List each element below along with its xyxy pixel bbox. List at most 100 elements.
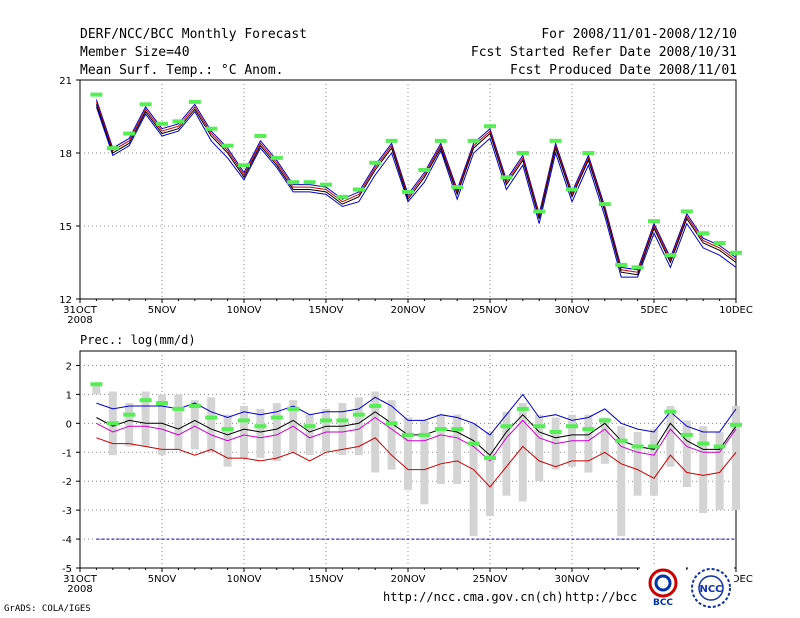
climatology-marker: [730, 422, 742, 427]
climatology-marker: [516, 406, 529, 411]
spread-bar: [190, 400, 199, 450]
spread-bar: [453, 414, 462, 485]
ncc-url[interactable]: http://ncc.cma.gov.cn(ch): [383, 590, 564, 604]
x-tick-label: 20NOV: [391, 305, 426, 316]
forecast-title: DERF/NCC/BCC Monthly Forecast: [80, 27, 307, 42]
climatology-marker: [270, 155, 283, 160]
x-tick-label: 5NOV: [148, 305, 177, 316]
spread-bar: [600, 417, 609, 464]
climatology-marker: [598, 202, 611, 207]
climatology-marker: [106, 146, 119, 151]
climatology-marker: [303, 424, 316, 429]
spread-bar: [256, 408, 265, 459]
forecast-period: For 2008/11/01-2008/12/10: [541, 27, 737, 42]
climatology-marker: [287, 180, 300, 185]
precip-panel-title: Prec.: log(mm/d): [80, 333, 196, 347]
spread-bar: [158, 394, 166, 456]
climatology-marker: [730, 250, 742, 255]
spread-bar: [92, 382, 101, 395]
climatology-marker: [123, 412, 136, 417]
bcc-url[interactable]: http://bcc.c: [565, 590, 652, 604]
climatology-marker: [664, 409, 677, 414]
climatology-marker: [385, 421, 398, 426]
climatology-marker: [664, 253, 677, 258]
x-tick-label: 31OCT: [63, 574, 98, 585]
climatology-marker: [172, 119, 185, 124]
spread-bar: [387, 400, 396, 470]
climatology-marker: [106, 421, 119, 426]
spread-bar: [141, 391, 150, 447]
spread-bar: [338, 403, 347, 456]
climatology-marker: [631, 444, 644, 449]
spread-bar: [240, 405, 248, 459]
spread-bar: [272, 403, 281, 461]
ncc-logo-icon: NCC: [688, 566, 734, 610]
climatology-marker: [484, 456, 496, 461]
climatology-marker: [631, 265, 644, 270]
spread-bar: [371, 391, 380, 473]
climatology-marker: [254, 424, 267, 429]
series-line: [95, 101, 737, 273]
spread-bar: [666, 405, 675, 467]
x-tick-label: 25NOV: [473, 305, 508, 316]
climatology-marker: [402, 432, 414, 437]
climatology-marker: [566, 187, 578, 192]
climatology-marker: [139, 398, 152, 403]
climatology-marker: [320, 182, 332, 187]
climatology-marker: [352, 187, 365, 192]
y-tick-label: -5: [62, 564, 72, 575]
climatology-marker: [336, 194, 349, 199]
spread-bar: [404, 417, 412, 490]
climatology-marker: [533, 209, 546, 214]
climatology-marker: [648, 219, 660, 224]
climatology-marker: [434, 138, 447, 143]
climatology-marker: [418, 168, 431, 173]
climatology-marker: [697, 441, 710, 446]
climatology-marker: [598, 418, 611, 423]
series-line: [96, 411, 737, 456]
y-tick-label: -4: [62, 535, 72, 546]
climatology-marker: [188, 99, 201, 104]
spread-bar: [732, 405, 740, 511]
y-tick-label: 2: [66, 361, 72, 372]
y-tick-label: 15: [59, 222, 72, 233]
climatology-marker: [172, 406, 185, 411]
climatology-marker: [123, 131, 136, 136]
y-tick-label: -3: [62, 506, 72, 517]
spread-bar: [322, 408, 330, 453]
climatology-marker: [713, 444, 726, 449]
spread-bar: [715, 432, 724, 511]
climatology-marker: [90, 382, 103, 387]
climatology-marker: [713, 241, 726, 246]
y-tick-label: 18: [59, 149, 72, 160]
climatology-marker: [500, 175, 513, 180]
spread-bar: [469, 423, 478, 537]
series-line: [95, 106, 737, 278]
x-tick-sublabel: 2008: [67, 315, 92, 326]
x-tick-label: 10DEC: [719, 305, 753, 316]
y-tick-label: 12: [59, 295, 72, 306]
spread-bar: [125, 403, 134, 447]
climatology-marker: [451, 185, 464, 190]
climatology-marker: [516, 151, 529, 155]
climatology-marker: [270, 415, 283, 420]
spread-bar: [486, 432, 494, 516]
y-tick-label: -2: [62, 477, 72, 488]
x-tick-sublabel: 2008: [67, 584, 92, 595]
produced-date: Fcst Produced Date 2008/11/01: [510, 63, 737, 78]
spread-bar: [305, 414, 314, 456]
x-tick-label: 31OCT: [63, 305, 98, 316]
series-line: [96, 416, 737, 462]
climatology-marker: [500, 424, 513, 429]
climatology-marker: [352, 412, 365, 417]
x-tick-label: 10NOV: [227, 574, 262, 585]
climatology-marker: [303, 180, 316, 185]
series-line: [96, 393, 737, 436]
y-tick-label: -1: [62, 448, 72, 459]
x-tick-label: 30NOV: [555, 574, 590, 585]
spread-bar: [420, 420, 429, 505]
spread-bar: [682, 420, 691, 487]
